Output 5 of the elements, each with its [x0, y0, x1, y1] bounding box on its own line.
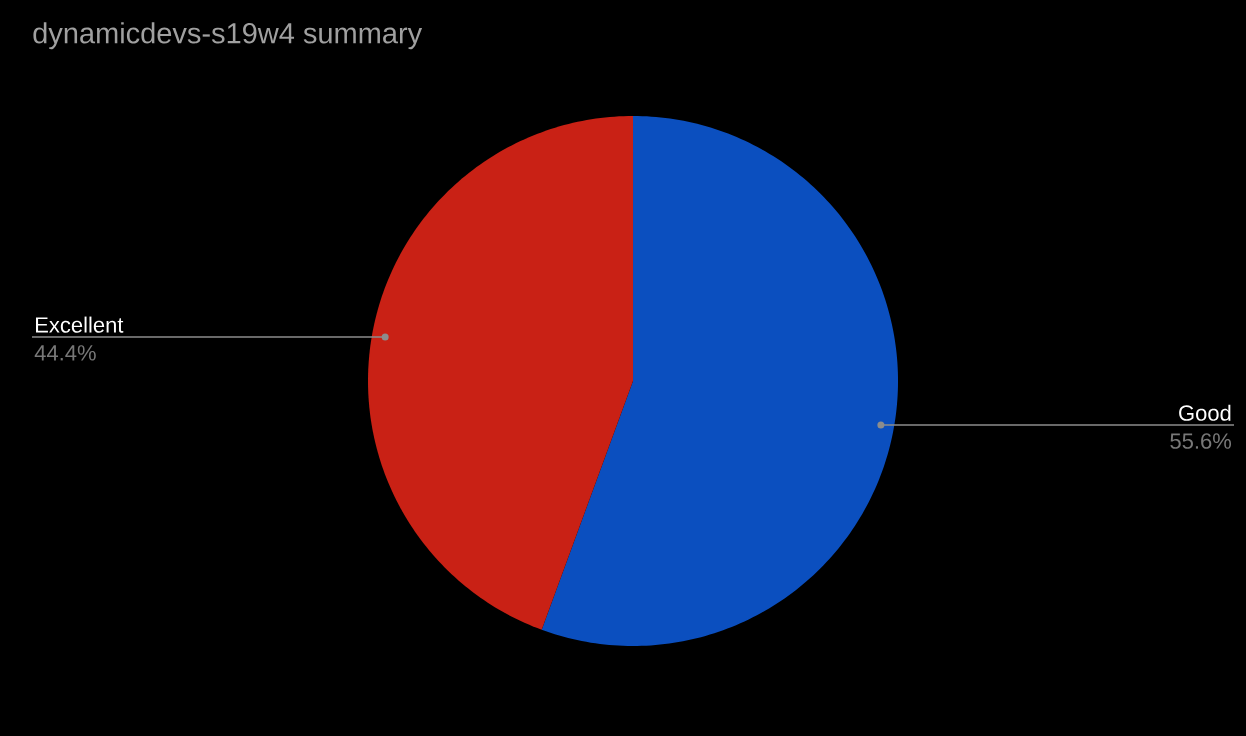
data-label: 55.6% [1170, 433, 1232, 449]
slice-label: Excellent [36, 316, 124, 333]
chart-title: dynamicdevs-s19w4 summary [33, 22, 423, 50]
slice-label: Good [1179, 404, 1231, 421]
data-label: 44.4% [34, 345, 96, 361]
